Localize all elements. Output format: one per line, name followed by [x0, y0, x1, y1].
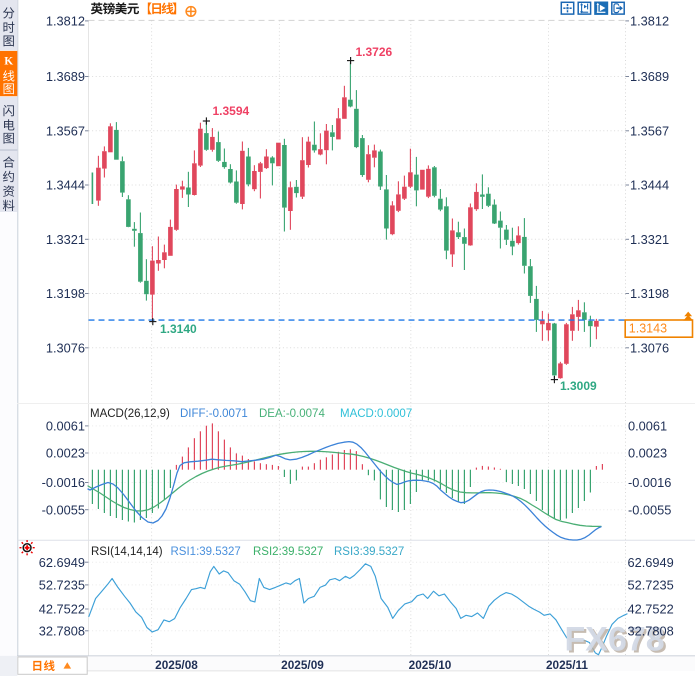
svg-text:RSI1:39.5327: RSI1:39.5327 [171, 546, 241, 558]
svg-text:1.3726: 1.3726 [356, 45, 393, 59]
svg-text:0.0023: 0.0023 [628, 446, 667, 461]
svg-text:FX678: FX678 [565, 621, 665, 659]
svg-text:DIFF:-0.0071: DIFF:-0.0071 [180, 408, 248, 420]
svg-text:1.3143: 1.3143 [629, 322, 667, 336]
svg-text:52.7235: 52.7235 [39, 578, 85, 593]
svg-text:-0.0016: -0.0016 [628, 475, 671, 490]
svg-text:1.3594: 1.3594 [213, 104, 250, 118]
svg-text:RSI2:39.5327: RSI2:39.5327 [253, 546, 323, 558]
svg-text:1.3812: 1.3812 [46, 14, 85, 29]
svg-text:1.3198: 1.3198 [46, 286, 85, 301]
svg-text:62.6949: 62.6949 [39, 555, 85, 570]
svg-text:1.3444: 1.3444 [46, 178, 85, 193]
svg-text:1.3812: 1.3812 [630, 14, 669, 29]
svg-text:1.3140: 1.3140 [160, 322, 197, 336]
svg-text:RSI3:39.5327: RSI3:39.5327 [334, 546, 404, 558]
svg-text:62.6949: 62.6949 [628, 555, 674, 570]
svg-text:1.3689: 1.3689 [46, 69, 85, 84]
svg-text:1.3009: 1.3009 [560, 379, 597, 393]
svg-text:MACD(26,12,9): MACD(26,12,9) [90, 408, 170, 420]
svg-text:1.3076: 1.3076 [630, 340, 669, 355]
svg-text:0.0061: 0.0061 [46, 419, 85, 434]
svg-text:-0.0055: -0.0055 [42, 502, 85, 517]
svg-text:K: K [4, 56, 13, 68]
svg-text:42.7522: 42.7522 [628, 602, 674, 617]
svg-text:1.3198: 1.3198 [630, 286, 669, 301]
svg-text:-0.0016: -0.0016 [42, 475, 85, 490]
svg-text:2025/11: 2025/11 [546, 658, 588, 672]
svg-text:42.7522: 42.7522 [39, 602, 85, 617]
svg-text:FX678: FX678 [567, 623, 667, 661]
svg-text:32.7808: 32.7808 [39, 623, 85, 638]
svg-text:RSI(14,14,14): RSI(14,14,14) [91, 546, 163, 558]
svg-text:32.7808: 32.7808 [628, 623, 674, 638]
svg-text:2025/10: 2025/10 [409, 658, 452, 672]
svg-text:0.0023: 0.0023 [46, 446, 85, 461]
svg-text:1.3567: 1.3567 [630, 123, 669, 138]
svg-text:1.3076: 1.3076 [46, 340, 85, 355]
svg-text:1.3321: 1.3321 [630, 232, 669, 247]
svg-text:2025/08: 2025/08 [155, 658, 198, 672]
svg-text:DEA:-0.0074: DEA:-0.0074 [259, 408, 325, 420]
svg-text:1.3444: 1.3444 [630, 178, 669, 193]
svg-text:1.3689: 1.3689 [630, 69, 669, 84]
svg-text:-0.0055: -0.0055 [628, 502, 671, 517]
svg-text:0.0061: 0.0061 [628, 419, 667, 434]
svg-text:MACD:0.0007: MACD:0.0007 [340, 408, 412, 420]
svg-text:2025/09: 2025/09 [281, 658, 324, 672]
svg-text:1.3567: 1.3567 [46, 123, 85, 138]
svg-text:1.3321: 1.3321 [46, 232, 85, 247]
svg-text:52.7235: 52.7235 [628, 578, 674, 593]
